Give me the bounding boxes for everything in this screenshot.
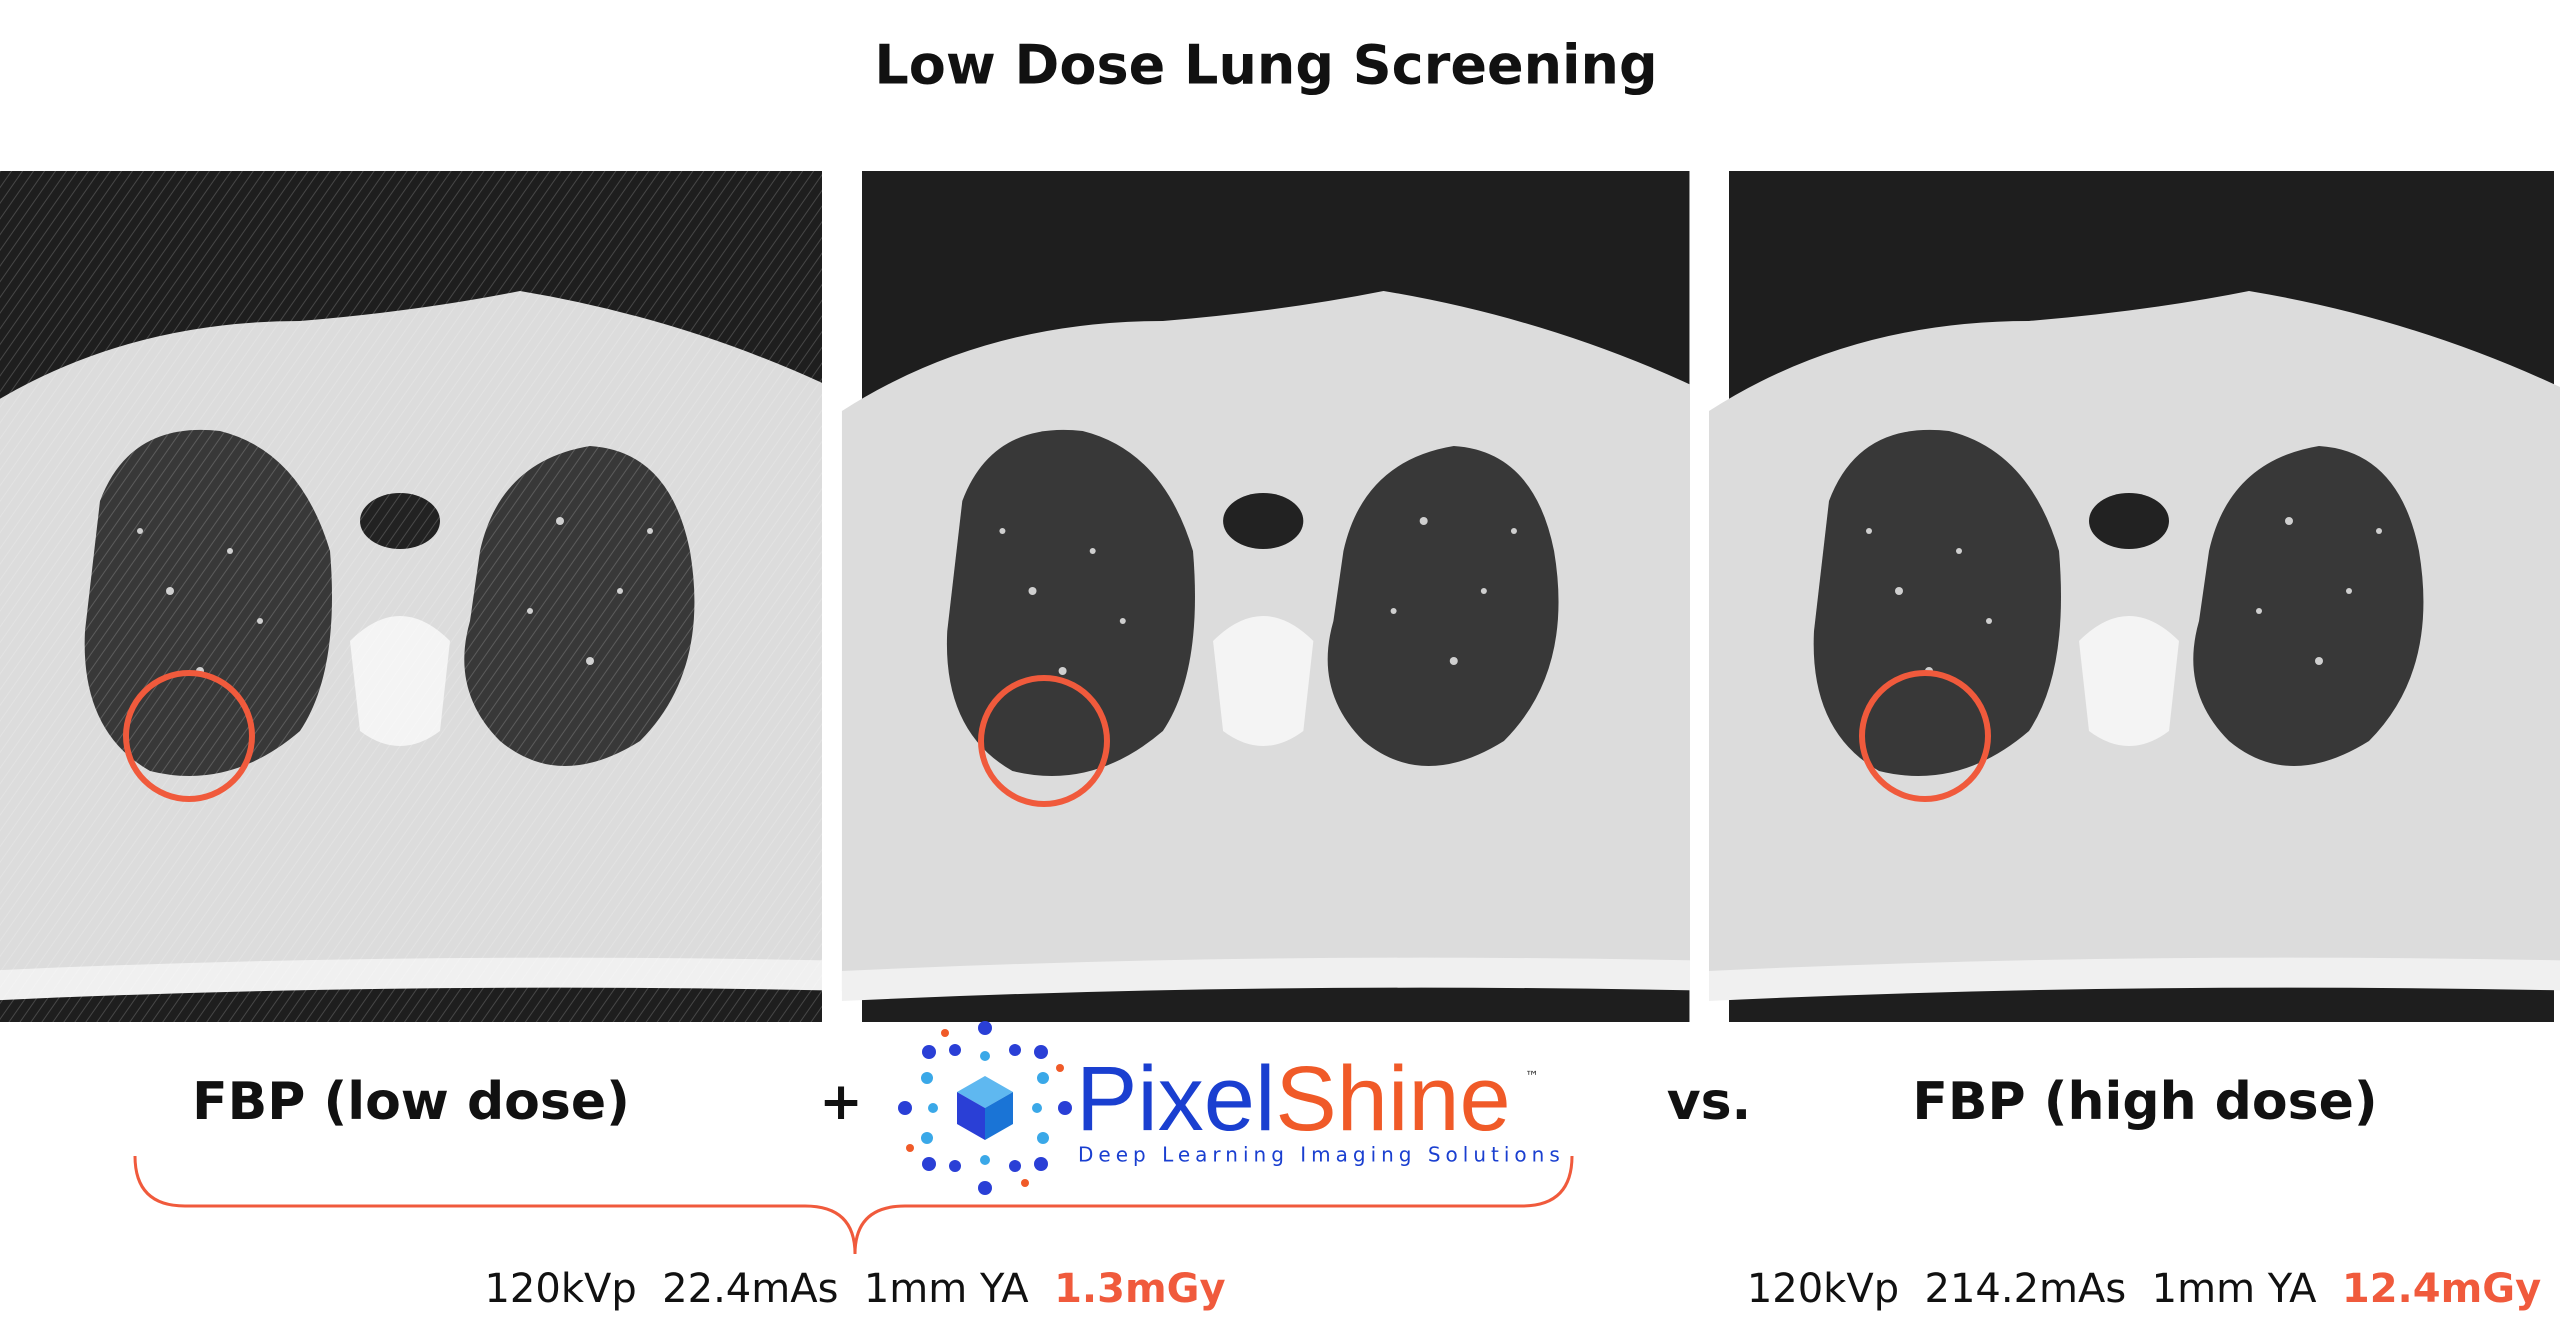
vs: vs.	[1667, 1072, 1752, 1132]
text-part: 1mm YA	[2152, 1266, 2317, 1312]
brace	[133, 1155, 1574, 1255]
trademark: ™	[1525, 1069, 1539, 1085]
label-high-dose: FBP (high dose)	[1912, 1072, 2377, 1132]
text-part: 1mm YA	[864, 1266, 1029, 1312]
text-part: 120kVp	[484, 1266, 636, 1312]
label-low-dose: FBP (low dose)	[192, 1072, 630, 1132]
logo-text: PixelShine	[1076, 1048, 1511, 1150]
pixelshine-logo: PixelShine ™ Deep Learning Imaging Solut…	[898, 1021, 1565, 1195]
ct-image-low-dose	[0, 171, 860, 1022]
text-part: 1.3mGy	[1054, 1266, 1225, 1312]
text-part: 214.2mAs	[1925, 1266, 2127, 1312]
text-part: 22.4mAs	[662, 1266, 838, 1312]
text-part: Pixel	[1076, 1048, 1275, 1150]
params-high: 120kVp 214.2mAs 1mm YA 12.4mGy	[1747, 1266, 2541, 1312]
text-part: Shine	[1275, 1048, 1510, 1150]
plus: +	[819, 1072, 863, 1132]
text-part: 120kVp	[1747, 1266, 1899, 1312]
title: Low Dose Lung Screening	[874, 34, 1657, 97]
text-part: 12.4mGy	[2342, 1266, 2541, 1312]
params-low: 120kVp 22.4mAs 1mm YA 1.3mGy	[484, 1266, 1225, 1312]
ct-image-high-dose	[1709, 171, 2560, 1022]
tagline: Deep Learning Imaging Solutions	[1078, 1143, 1565, 1167]
ct-image-pixelshine	[841, 171, 1725, 1022]
